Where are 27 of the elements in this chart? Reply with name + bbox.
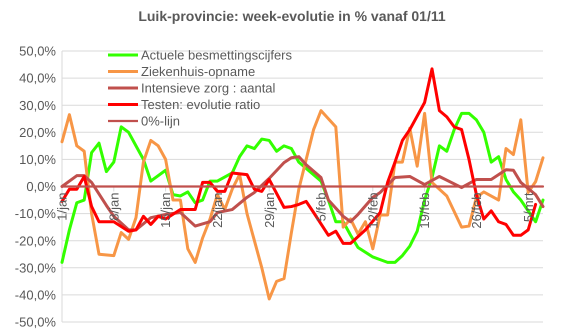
y-tick-label: 50,0% bbox=[19, 44, 56, 59]
y-tick-label: 30,0% bbox=[19, 98, 56, 113]
y-tick-label: 0,0% bbox=[26, 179, 56, 194]
legend-label: 0%-lijn bbox=[141, 114, 180, 129]
x-tick-label: 29/jan bbox=[262, 192, 277, 228]
x-tick-label: 26/feb bbox=[468, 192, 484, 229]
x-tick-label: 5/feb bbox=[314, 192, 329, 222]
legend-label: Ziekenhuis-opname bbox=[141, 64, 256, 80]
x-tick-label: 22/jan bbox=[210, 192, 225, 228]
x-tick-label: 8/jan bbox=[106, 192, 122, 221]
y-tick-label: -30,0% bbox=[14, 260, 56, 276]
y-tick-label: -50,0% bbox=[14, 314, 56, 330]
y-tick-label: 20,0% bbox=[19, 124, 56, 140]
legend-label: Intensieve zorg : aantal bbox=[141, 80, 276, 96]
legend-label: Actuele besmettingscijfers bbox=[141, 48, 293, 63]
legend-label: Testen: evolutie ratio bbox=[141, 97, 260, 112]
x-tick-label: 12/feb bbox=[365, 192, 380, 229]
y-tick-label: 40,0% bbox=[19, 70, 56, 86]
x-tick-label: 5/mrt bbox=[520, 192, 536, 222]
x-tick-label: 19/feb bbox=[417, 192, 432, 229]
x-tick-label: 15/jan bbox=[158, 192, 174, 228]
y-tick-label: -40,0% bbox=[14, 287, 56, 302]
x-tick-label: 1/jan bbox=[54, 192, 70, 221]
chart-title: Luik-provincie: week-evolutie in % vanaf 01/11 bbox=[138, 8, 446, 24]
y-tick-label: 10,0% bbox=[19, 152, 56, 167]
y-tick-label: -20,0% bbox=[14, 233, 56, 248]
y-tick-label: -10,0% bbox=[14, 206, 56, 222]
